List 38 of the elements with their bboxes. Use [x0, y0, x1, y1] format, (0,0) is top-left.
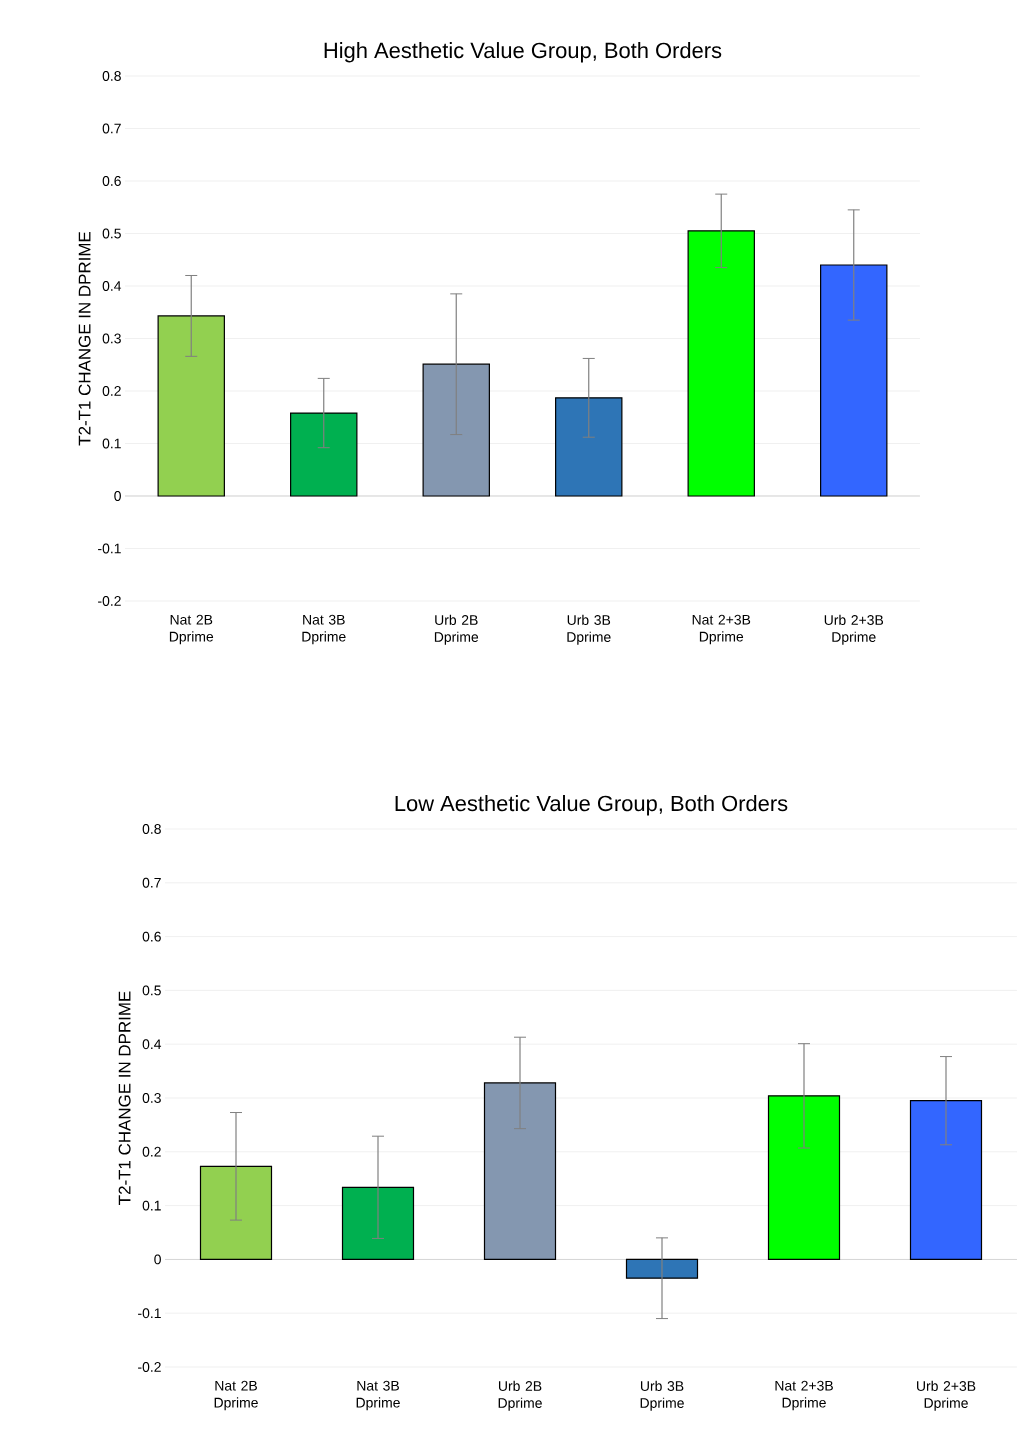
y-tick-label: -0.2 — [137, 1362, 161, 1372]
x-tick-label: Nat 3B Dprime — [302, 614, 346, 645]
y-tick-label: 0.6 — [102, 176, 121, 186]
y-tick-label: 0.2 — [102, 386, 121, 396]
x-tick-label: Urb 3B Dprime — [640, 1380, 684, 1411]
y-tick-label: 0.4 — [142, 1039, 161, 1050]
y-tick-label: -0.1 — [137, 1308, 161, 1319]
y-tick-label: 0.6 — [142, 931, 161, 942]
y-axis-title: T2-T1 CHANGE IN DPRIME — [78, 231, 91, 446]
x-tick-label: Urb 2+3B Dprime — [916, 1380, 976, 1411]
y-tick-label: -0.2 — [97, 596, 121, 606]
x-tick-label: Nat 2+3B Dprime — [775, 1380, 833, 1411]
x-tick-label: Nat 3B Dprime — [356, 1380, 400, 1411]
y-tick-label: 0.3 — [142, 1093, 161, 1103]
y-tick-label: 0.1 — [102, 438, 121, 449]
y-axis-title: T2-T1 CHANGE IN DPRIME — [118, 991, 131, 1205]
y-tick-label: -0.1 — [97, 543, 121, 554]
y-tick-label: 0.3 — [102, 333, 121, 344]
y-tick-label: 0.1 — [142, 1200, 161, 1211]
y-tick-label: 0 — [114, 491, 121, 501]
chart-title: High Aesthetic Value Group, Both Orders — [324, 42, 722, 63]
x-tick-label: Urb 2+3B Dprime — [824, 614, 883, 645]
y-tick-label: 0.5 — [102, 228, 121, 239]
x-tick-label: Nat 2B Dprime — [169, 614, 213, 645]
y-tick-label: 0.4 — [102, 281, 121, 291]
x-tick-label: Nat 2+3B Dprime — [692, 614, 751, 645]
x-tick-label: Urb 3B Dprime — [567, 614, 611, 645]
chart-title: Low Aesthetic Value Group, Both Orders — [395, 795, 788, 816]
y-tick-label: 0.8 — [142, 824, 161, 834]
y-tick-label: 0.7 — [102, 123, 121, 134]
y-tick-label: 0.5 — [142, 985, 161, 996]
y-tick-label: 0 — [154, 1254, 161, 1265]
x-tick-label: Urb 2B Dprime — [498, 1380, 542, 1411]
y-tick-label: 0.2 — [142, 1146, 161, 1157]
x-tick-label: Nat 2B Dprime — [214, 1380, 258, 1411]
y-tick-label: 0.8 — [102, 71, 121, 81]
y-tick-label: 0.7 — [142, 877, 161, 888]
x-tick-label: Urb 2B Dprime — [434, 614, 478, 645]
